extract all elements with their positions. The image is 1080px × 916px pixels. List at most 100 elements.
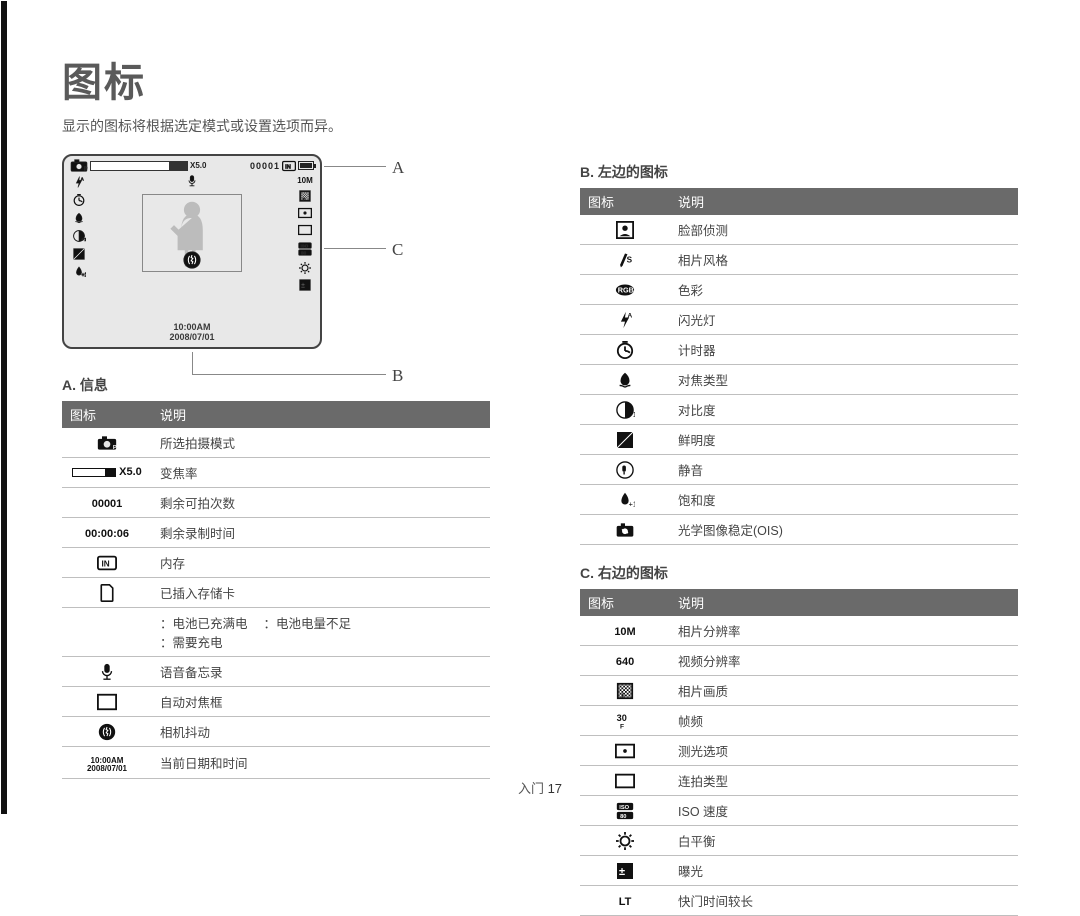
desc-cell: 曝光 xyxy=(670,856,1018,886)
table-row: X5.0 变焦率 xyxy=(62,458,490,488)
desc-cell: 剩余录制时间 xyxy=(152,518,490,548)
table-a-col-desc: 说明 xyxy=(152,401,490,428)
table-c: 图标 说明 10M 相片分辨率640 视频分辨率 相片画质 帧频 测光选项 连拍… xyxy=(580,589,1018,916)
icon-cell xyxy=(580,826,670,856)
section-c-heading: C. 右边的图标 xyxy=(580,563,1018,583)
section-b-heading: B. 左边的图标 xyxy=(580,162,1018,182)
icon-cell xyxy=(580,425,670,455)
table-row: 相机抖动 xyxy=(62,717,490,747)
desc-cell: 鲜明度 xyxy=(670,425,1018,455)
table-row: ISO 速度 xyxy=(580,796,1018,826)
desc-cell: 内存 xyxy=(152,548,490,578)
desc-cell: 相片风格 xyxy=(670,245,1018,275)
desc-cell: 当前日期和时间 xyxy=(152,747,490,779)
table-row: 640 视频分辨率 xyxy=(580,646,1018,676)
icon-cell xyxy=(580,305,670,335)
icon-cell: LT xyxy=(580,886,670,916)
desc-cell: 静音 xyxy=(670,455,1018,485)
lcd-diagram: X5.0 00001 10M xyxy=(62,154,362,349)
table-row: 对焦类型 xyxy=(580,365,1018,395)
desc-cell: 对比度 xyxy=(670,395,1018,425)
desc-cell: 快门时间较长 xyxy=(670,886,1018,916)
table-row: 鲜明度 xyxy=(580,425,1018,455)
table-row: 自动对焦框 xyxy=(62,687,490,717)
icon-cell: 00:00:06 xyxy=(62,518,152,548)
icon-cell xyxy=(62,578,152,608)
table-row: LT 快门时间较长 xyxy=(580,886,1018,916)
desc-cell: 相机抖动 xyxy=(152,717,490,747)
table-row: 10:00AM2008/07/01 当前日期和时间 xyxy=(62,747,490,779)
table-row: 语音备忘录 xyxy=(62,657,490,687)
table-b-col-desc: 说明 xyxy=(670,188,1018,215)
table-row: 00:00:06 剩余录制时间 xyxy=(62,518,490,548)
icon-cell xyxy=(580,515,670,545)
desc-cell: 帧频 xyxy=(670,706,1018,736)
table-row: 对比度 xyxy=(580,395,1018,425)
table-b-col-icon: 图标 xyxy=(580,188,670,215)
icon-cell: 10M xyxy=(580,616,670,646)
diagram-label-b: B xyxy=(392,366,403,386)
table-row: 已插入存储卡 xyxy=(62,578,490,608)
table-row: 饱和度 xyxy=(580,485,1018,515)
diagram-label-c: C xyxy=(392,240,403,260)
desc-cell: 测光选项 xyxy=(670,736,1018,766)
table-c-col-desc: 说明 xyxy=(670,589,1018,616)
lcd-zoom-text: X5.0 xyxy=(190,161,206,170)
desc-cell: 光学图像稳定(OIS) xyxy=(670,515,1018,545)
table-row: 00001 剩余可拍次数 xyxy=(62,488,490,518)
desc-cell: 所选拍摄模式 xyxy=(152,428,490,458)
desc-cell: 闪光灯 xyxy=(670,305,1018,335)
table-a: 图标 说明 所选拍摄模式X5.0 变焦率00001 剩余可拍次数00:00:06… xyxy=(62,401,490,779)
icon-cell xyxy=(62,717,152,747)
icon-cell xyxy=(62,657,152,687)
desc-cell: ISO 速度 xyxy=(670,796,1018,826)
footer-section: 入门 xyxy=(518,781,544,796)
page-subtitle: 显示的图标将根据选定模式或设置选项而异。 xyxy=(62,116,1018,136)
desc-cell: 脸部侦测 xyxy=(670,215,1018,245)
desc-cell: 自动对焦框 xyxy=(152,687,490,717)
icon-cell xyxy=(580,676,670,706)
icon-cell xyxy=(580,485,670,515)
desc-cell: 相片分辨率 xyxy=(670,616,1018,646)
icon-cell xyxy=(62,687,152,717)
icon-cell: 00001 xyxy=(62,488,152,518)
table-row: 内存 xyxy=(62,548,490,578)
desc-cell: 视频分辨率 xyxy=(670,646,1018,676)
table-row: 色彩 xyxy=(580,275,1018,305)
desc-cell: 白平衡 xyxy=(670,826,1018,856)
table-a-col-icon: 图标 xyxy=(62,401,152,428)
desc-cell: 计时器 xyxy=(670,335,1018,365)
table-c-col-icon: 图标 xyxy=(580,589,670,616)
icon-cell xyxy=(580,856,670,886)
icon-cell xyxy=(62,548,152,578)
table-row: ：电池已充满电 ：电池电量不足：需要充电 xyxy=(62,608,490,657)
section-a-heading: A. 信息 xyxy=(62,375,490,395)
table-row: 所选拍摄模式 xyxy=(62,428,490,458)
icon-cell xyxy=(580,215,670,245)
icon-cell xyxy=(580,275,670,305)
icon-cell xyxy=(580,736,670,766)
table-row: 测光选项 xyxy=(580,736,1018,766)
table-row: 脸部侦测 xyxy=(580,215,1018,245)
table-row: 闪光灯 xyxy=(580,305,1018,335)
icon-cell xyxy=(580,365,670,395)
table-row: 相片风格 xyxy=(580,245,1018,275)
table-row: 光学图像稳定(OIS) xyxy=(580,515,1018,545)
icon-cell: 10:00AM2008/07/01 xyxy=(62,747,152,779)
table-row: 帧频 xyxy=(580,706,1018,736)
icon-cell xyxy=(580,245,670,275)
table-row: 计时器 xyxy=(580,335,1018,365)
lcd-date: 2008/07/01 xyxy=(64,333,320,343)
icon-cell xyxy=(580,395,670,425)
icon-cell xyxy=(580,455,670,485)
icon-cell xyxy=(580,796,670,826)
footer-page: 17 xyxy=(548,781,562,796)
desc-cell: 色彩 xyxy=(670,275,1018,305)
icon-cell xyxy=(62,608,152,657)
table-row: 相片画质 xyxy=(580,676,1018,706)
lcd-counter: 00001 xyxy=(250,161,280,171)
page-footer: 入门 17 xyxy=(0,778,1080,797)
icon-cell: 640 xyxy=(580,646,670,676)
icon-cell: X5.0 xyxy=(62,458,152,488)
page-title: 图标 xyxy=(62,50,1018,108)
